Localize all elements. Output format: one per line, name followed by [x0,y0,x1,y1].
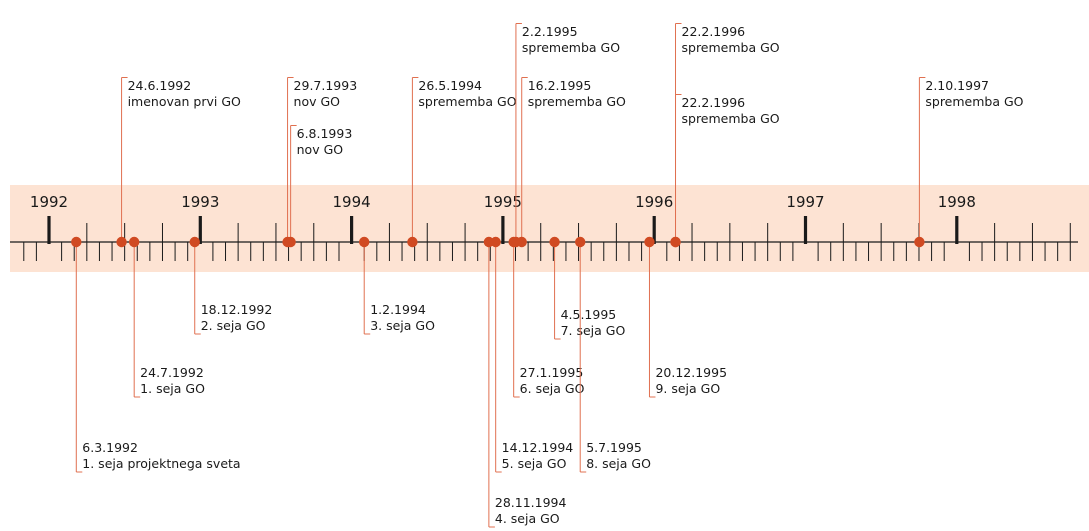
event-label: 5. seja GO [502,456,567,471]
event-date: 22.2.1996 [682,24,746,39]
year-label: 1992 [30,193,68,211]
event-date: 18.12.1992 [201,302,273,317]
event-label: 4. seja GO [495,511,560,526]
event-label: nov GO [294,94,341,109]
event-date: 4.5.1995 [561,307,617,322]
event-label: sprememba GO [522,40,620,55]
event-date: 29.7.1993 [294,78,358,93]
event-label: sprememba GO [528,94,626,109]
event-label: sprememba GO [682,111,780,126]
event-dot [644,236,655,248]
event-dot [128,236,140,248]
year-label: 1994 [333,193,371,211]
year-label: 1997 [786,193,824,211]
event-label: sprememba GO [925,94,1023,109]
event-date: 16.2.1995 [528,78,592,93]
event-dot [575,236,586,248]
event-label: imenovan prvi GO [128,94,241,109]
year-label: 1996 [635,193,673,211]
event-date: 14.12.1994 [502,440,574,455]
event-label: 6. seja GO [520,381,585,396]
event-label: 1. seja projektnega sveta [82,456,240,471]
event-dot [189,236,200,248]
event-dot [407,236,418,248]
event-label: 9. seja GO [655,381,720,396]
event-dot [71,236,82,248]
event-dot [516,236,527,248]
event-dot [285,236,296,248]
event-dot [490,236,501,248]
event-label: sprememba GO [418,94,516,109]
event-dot [670,236,681,248]
event-label: nov GO [297,142,344,157]
event-date: 20.12.1995 [655,365,727,380]
event-dot [116,236,127,248]
event-label: 7. seja GO [561,323,626,338]
event-date: 26.5.1994 [418,78,482,93]
event-date: 27.1.1995 [520,365,584,380]
event-date: 22.2.1996 [682,95,746,110]
year-label: 1998 [938,193,976,211]
event-date: 24.6.1992 [128,78,192,93]
year-label: 1995 [484,193,522,211]
event-date: 1.2.1994 [370,302,426,317]
event-date: 24.7.1992 [140,365,204,380]
year-label: 1993 [181,193,219,211]
timeline-band [10,185,1089,272]
event-date: 6.3.1992 [82,440,138,455]
event-date: 28.11.1994 [495,495,567,510]
event-label: 3. seja GO [370,318,435,333]
event-date: 6.8.1993 [297,126,353,141]
event-label: sprememba GO [682,40,780,55]
event-dot [359,236,370,248]
event-label: 2. seja GO [201,318,266,333]
event-dot [914,236,925,248]
event-date: 2.2.1995 [522,24,578,39]
event-date: 2.10.1997 [925,78,989,93]
event-label: 8. seja GO [586,456,651,471]
event-date: 5.7.1995 [586,440,642,455]
event-dot [549,236,560,248]
event-label: 1. seja GO [140,381,205,396]
